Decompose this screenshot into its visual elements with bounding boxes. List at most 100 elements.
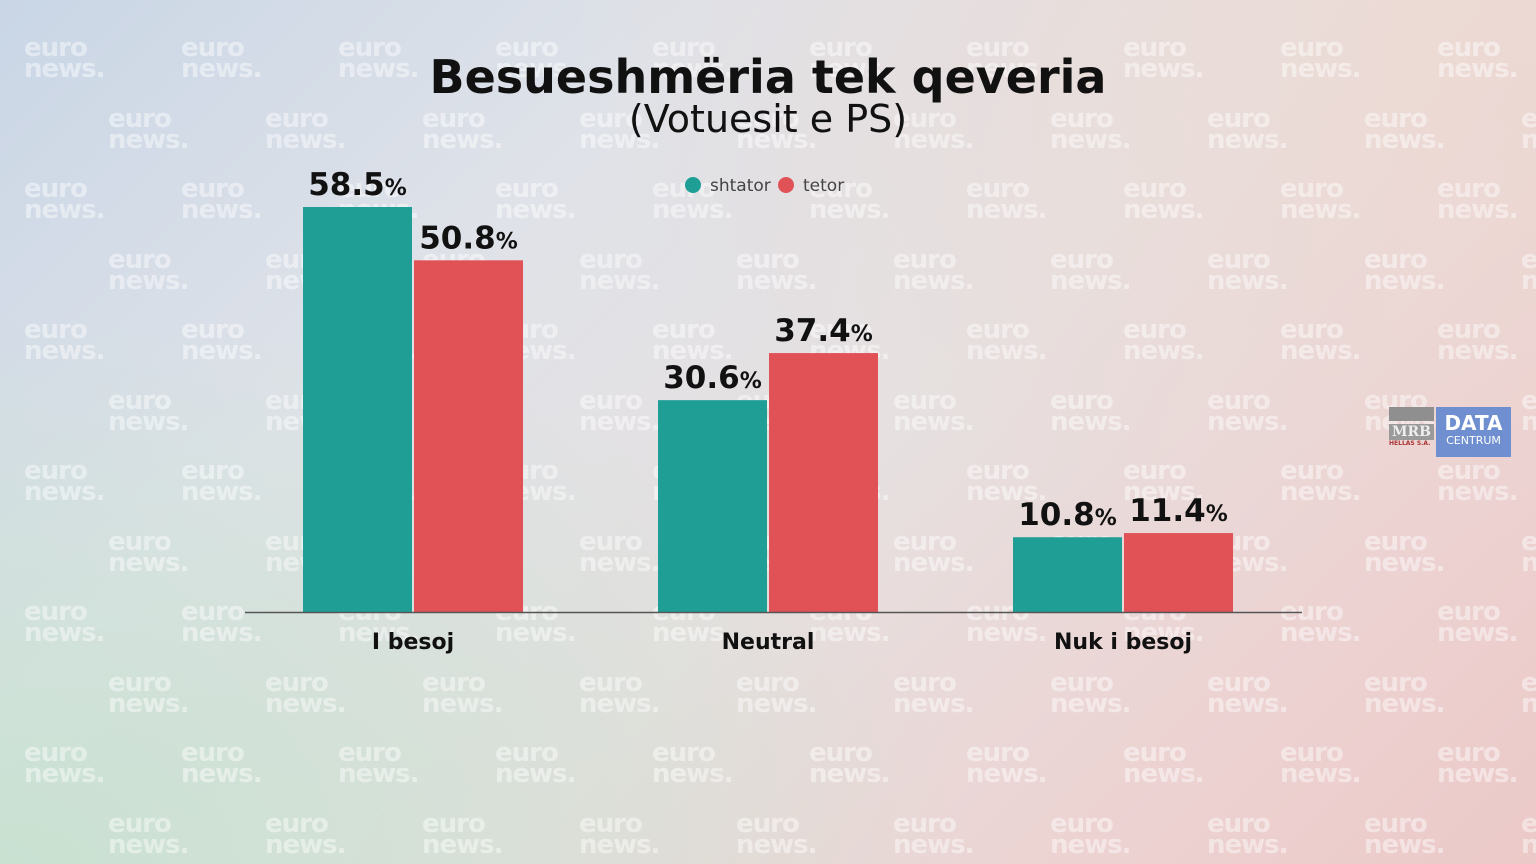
category-label: Nuk i besoj [1054,630,1192,655]
data-label: 30.6% [663,360,762,396]
data-label: 50.8% [419,220,518,256]
legend: shtator tetor [685,176,844,196]
legend-label-shtator: shtator [710,176,771,196]
chart-subtitle: (Votuesit e PS) [629,97,907,141]
data-label: 11.4% [1129,493,1228,529]
legend-marker-shtator [685,177,701,193]
category-label: I besoj [372,630,454,655]
bar-shtator [1013,537,1122,612]
data-label: 10.8% [1018,497,1117,533]
legend-marker-tetor [778,177,794,193]
legend-label-tetor: tetor [803,176,844,196]
bar-tetor [1124,533,1233,612]
bar-shtator [658,400,767,612]
data-label: 37.4% [774,313,873,349]
mrb-data-centrum-logo: MRB HELLAS S.A. DATA CENTRUM [1389,407,1511,457]
data-label: 58.5% [308,167,407,203]
bar-tetor [769,353,878,612]
